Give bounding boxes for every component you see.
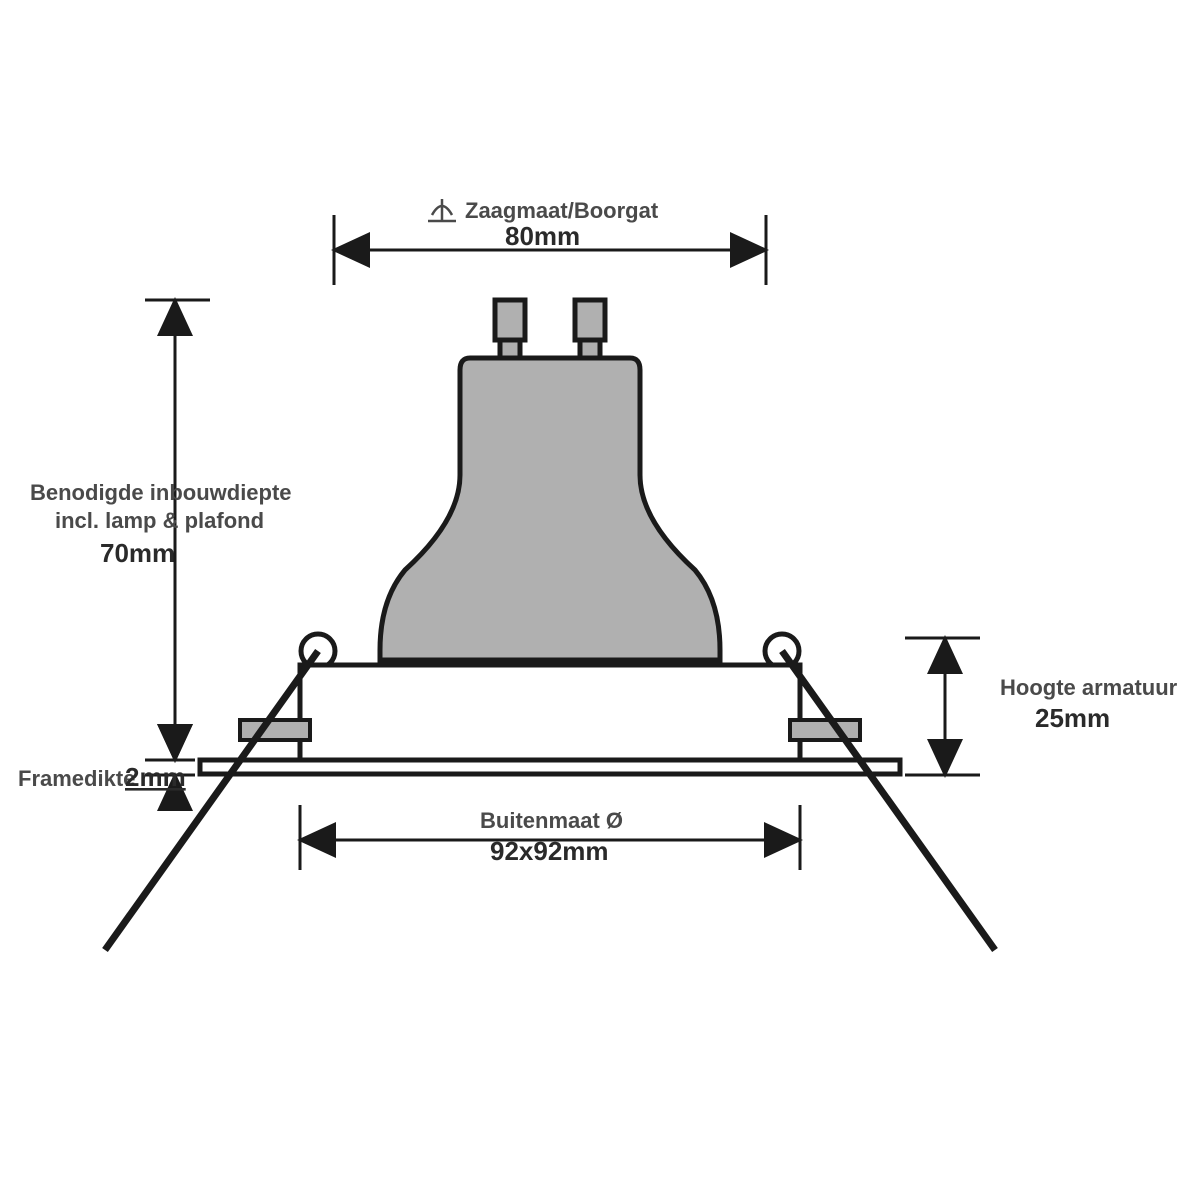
technical-diagram: Zaagmaat/Boorgat 80mm Benodigde inbouwdi… bbox=[0, 0, 1200, 1200]
dim-framedikte: Framedikte 2mm bbox=[18, 735, 195, 800]
fixture bbox=[105, 634, 995, 950]
lamp-body bbox=[380, 300, 720, 660]
dim-hoogte: Hoogte armatuur 25mm bbox=[905, 638, 1178, 775]
label-inbouw1: Benodigde inbouwdiepte bbox=[30, 480, 292, 505]
value-inbouw: 70mm bbox=[100, 538, 175, 568]
dim-zaagmaat: Zaagmaat/Boorgat 80mm bbox=[334, 198, 766, 285]
value-hoogte: 25mm bbox=[1035, 703, 1110, 733]
drill-icon bbox=[428, 199, 456, 221]
dim-inbouwdiepte: Benodigde inbouwdiepte incl. lamp & plaf… bbox=[30, 300, 292, 760]
value-buitenmaat: 92x92mm bbox=[490, 836, 609, 866]
label-buitenmaat: Buitenmaat Ø bbox=[480, 808, 623, 833]
value-framedikte: 2mm bbox=[125, 762, 186, 792]
label-framedikte: Framedikte bbox=[18, 766, 135, 791]
label-inbouw2: incl. lamp & plafond bbox=[55, 508, 264, 533]
label-hoogte: Hoogte armatuur bbox=[1000, 675, 1178, 700]
dim-buitenmaat: Buitenmaat Ø 92x92mm bbox=[300, 805, 800, 870]
label-zaagmaat: Zaagmaat/Boorgat bbox=[465, 198, 659, 223]
value-zaagmaat: 80mm bbox=[505, 221, 580, 251]
